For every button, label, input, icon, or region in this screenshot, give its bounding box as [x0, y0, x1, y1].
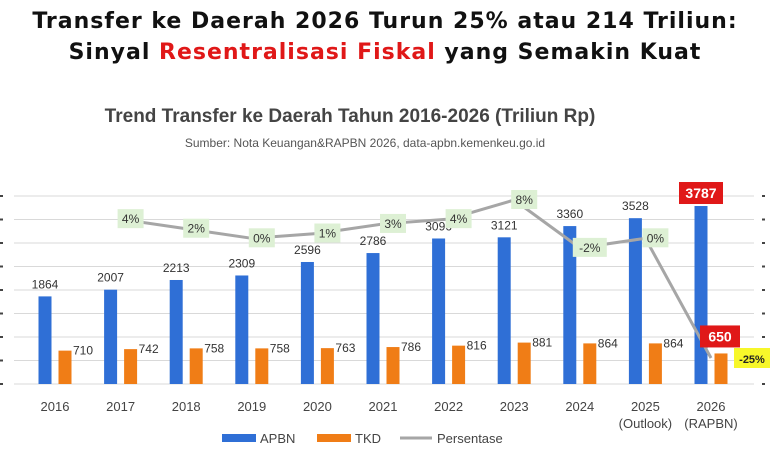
- x-tick-label: 2020: [303, 399, 332, 414]
- headline: Transfer ke Daerah 2026 Turun 25% atau 2…: [0, 6, 770, 68]
- x-tick-label: 2017: [106, 399, 135, 414]
- bar-apbn: [694, 206, 708, 384]
- label-pct-box: [445, 209, 472, 229]
- label-apbn: 3360: [556, 207, 583, 221]
- label-apbn: 1864: [32, 277, 59, 291]
- label-pct-box: [314, 223, 341, 243]
- label-apbn: 3787: [685, 185, 716, 201]
- label-apbn: 3528: [622, 199, 649, 213]
- headline-highlight: Resentralisasi Fiskal: [159, 40, 436, 65]
- x-tick-label: 2018: [172, 399, 201, 414]
- label-apbn: 2786: [360, 234, 387, 248]
- label-pct-box: [183, 218, 210, 238]
- x-tick-label: 2023: [500, 399, 529, 414]
- label-apbn: 3096: [425, 219, 452, 233]
- label-persentase: 8%: [516, 193, 534, 207]
- label-persentase: -25%: [739, 354, 765, 366]
- label-tkd: 881: [532, 336, 552, 350]
- x-tick-label: 2026: [697, 399, 726, 414]
- x-tick-label: 2016: [41, 399, 70, 414]
- bar-tkd: [386, 347, 400, 384]
- bar-tkd: [517, 342, 531, 384]
- label-pct-box: [117, 209, 144, 229]
- x-tick-label: 2024: [565, 399, 594, 414]
- line-persentase: [120, 198, 713, 359]
- bar-tkd: [320, 348, 334, 384]
- label-persentase: 4%: [122, 212, 140, 226]
- bar-apbn: [563, 226, 577, 384]
- headline-prefix: Sinyal: [68, 40, 160, 65]
- bar-tkd: [189, 348, 203, 384]
- label-persentase: 0%: [647, 231, 665, 245]
- bar-apbn: [300, 261, 314, 384]
- label-tkd: 864: [598, 336, 618, 350]
- legend-label-apbn: APBN: [260, 431, 295, 446]
- legend-swatch-tkd: [317, 434, 351, 442]
- label-tkd: 816: [467, 339, 487, 353]
- headline-suffix: yang Semakin Kuat: [435, 40, 702, 65]
- x-tick-sublabel: (RAPBN): [684, 416, 737, 431]
- label-pct-box: [511, 190, 538, 209]
- x-tick-sublabel: (Outlook): [619, 416, 672, 431]
- bar-apbn: [628, 218, 642, 384]
- label-persentase: 0%: [253, 231, 271, 245]
- bar-apbn: [235, 275, 249, 384]
- headline-line-1: Transfer ke Daerah 2026 Turun 25% atau 2…: [32, 9, 738, 34]
- legend-label-persentase: Persentase: [437, 431, 503, 446]
- bar-tkd: [648, 343, 662, 384]
- bar-apbn: [38, 296, 52, 384]
- legend-label-tkd: TKD: [355, 431, 381, 446]
- label-apbn: 2596: [294, 243, 321, 257]
- bar-apbn: [366, 253, 380, 384]
- bar-tkd: [583, 343, 597, 384]
- bar-tkd: [255, 348, 269, 384]
- label-apbn-highlight-box: [679, 182, 723, 205]
- label-persentase: 2%: [188, 222, 206, 236]
- x-tick-label: 2019: [237, 399, 266, 414]
- bar-tkd: [124, 349, 138, 384]
- label-tkd-highlight-box: [700, 325, 740, 348]
- label-tkd: 650: [708, 328, 732, 344]
- label-pct-highlight-box: [734, 348, 770, 368]
- legend-swatch-apbn: [222, 434, 256, 442]
- bar-apbn: [497, 237, 511, 384]
- label-persentase: 4%: [450, 212, 468, 226]
- label-tkd: 758: [270, 341, 290, 355]
- label-tkd: 742: [139, 342, 159, 356]
- label-apbn: 2007: [97, 271, 124, 285]
- label-tkd: 763: [335, 341, 355, 355]
- bar-tkd: [714, 353, 728, 384]
- chart-title: Trend Transfer ke Daerah Tahun 2016-2026…: [104, 106, 596, 127]
- label-persentase: 1%: [319, 227, 337, 241]
- bar-tkd: [452, 345, 466, 384]
- label-persentase: 3%: [384, 217, 402, 231]
- x-tick-label: 2022: [434, 399, 463, 414]
- bar-tkd: [58, 350, 72, 384]
- chart-source: Sumber: Nota Keuangan&RAPBN 2026, data-a…: [184, 136, 546, 150]
- x-tick-label: 2025: [631, 399, 660, 414]
- label-pct-box: [380, 213, 406, 233]
- label-tkd: 786: [401, 340, 421, 354]
- bar-apbn: [169, 279, 183, 384]
- label-apbn: 3121: [491, 218, 518, 232]
- bar-apbn: [104, 289, 118, 384]
- label-pct-box: [572, 237, 607, 257]
- label-apbn: 2309: [228, 256, 255, 270]
- bar-apbn: [432, 238, 446, 384]
- x-tick-label: 2021: [369, 399, 398, 414]
- label-apbn: 2213: [163, 261, 190, 275]
- label-tkd: 758: [204, 341, 224, 355]
- label-persentase: -2%: [579, 241, 601, 255]
- headline-line-2: Sinyal Resentralisasi Fiskal yang Semaki…: [0, 37, 770, 68]
- label-tkd: 710: [73, 344, 93, 358]
- label-tkd: 864: [663, 336, 683, 350]
- label-pct-box: [248, 228, 275, 248]
- label-pct-box: [642, 228, 669, 248]
